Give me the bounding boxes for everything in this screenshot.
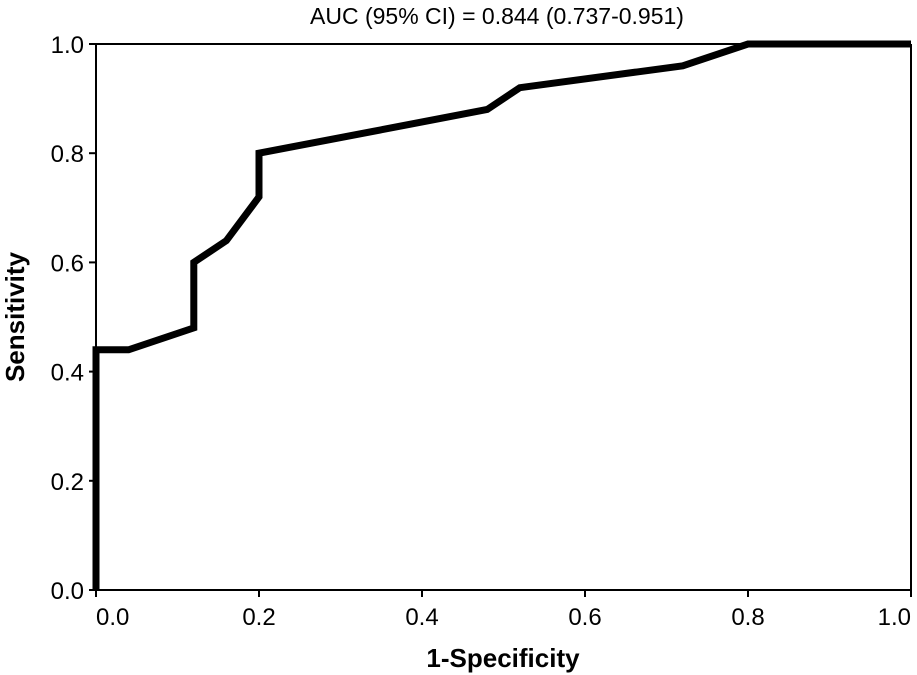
x-axis-title: 1-Specificity [426,643,580,673]
x-tick-label: 0.6 [568,604,601,631]
x-tick-label: 0.0 [96,604,129,631]
y-tick-label: 0.8 [51,141,84,168]
x-tick-label: 1.0 [878,604,911,631]
x-axis-ticks: 0.0 0.2 0.4 0.6 0.8 1.0 [95,590,912,631]
y-tick-label: 0.2 [51,469,84,496]
y-tick-label: 0.6 [51,250,84,277]
plot-frame [95,43,912,591]
x-tick-label: 0.2 [242,604,275,631]
y-tick-label: 0.4 [51,360,84,387]
x-tick-label: 0.4 [405,604,438,631]
chart-title: AUC (95% CI) = 0.844 (0.737-0.951) [310,3,684,29]
x-tick-label: 0.8 [731,604,764,631]
y-tick-label: 0.0 [51,578,84,605]
y-axis-title: Sensitivity [0,251,30,382]
y-axis-ticks: 0.0 0.2 0.4 0.6 0.8 1.0 [51,32,96,605]
roc-curve-line [92,40,911,590]
y-tick-label: 1.0 [51,32,84,59]
